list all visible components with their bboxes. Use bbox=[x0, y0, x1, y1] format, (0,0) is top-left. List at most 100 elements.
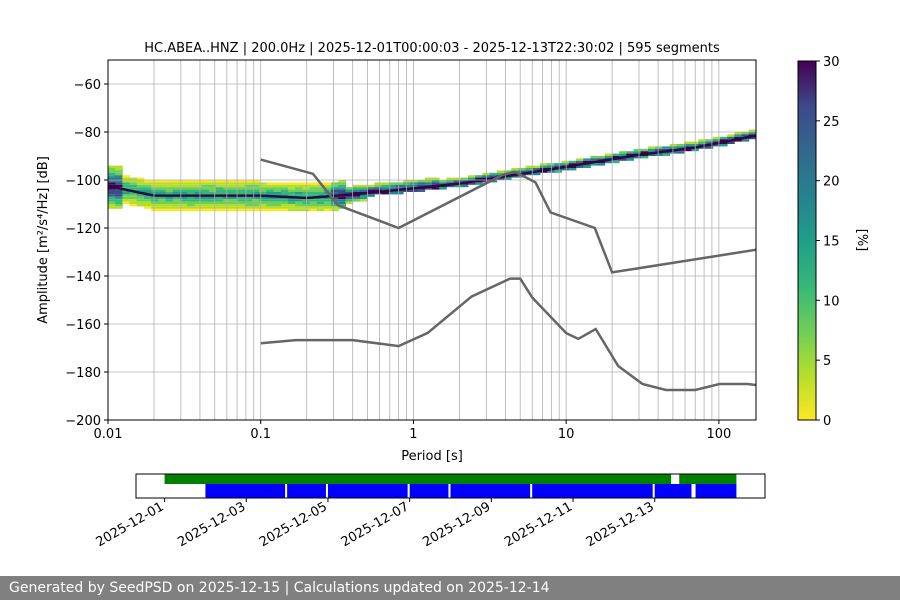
psd-cell bbox=[302, 187, 310, 190]
psd-cell bbox=[453, 177, 462, 180]
psd-cell bbox=[230, 208, 238, 212]
psd-cell bbox=[201, 189, 210, 192]
x-tick-label: 0.1 bbox=[250, 427, 271, 442]
psd-cell bbox=[216, 184, 224, 188]
psd-cell bbox=[108, 206, 116, 209]
x-tick-label: 100 bbox=[706, 427, 731, 442]
psd-cell bbox=[345, 192, 354, 195]
psd-cell bbox=[676, 151, 685, 154]
psd-cell bbox=[252, 189, 260, 192]
psd-cell bbox=[316, 187, 325, 190]
psd-cell bbox=[165, 201, 174, 204]
psd-cell bbox=[619, 158, 627, 161]
psd-cell bbox=[194, 192, 202, 195]
psd-cell bbox=[216, 199, 224, 202]
psd-cell bbox=[158, 206, 166, 209]
psd-cell bbox=[295, 206, 303, 209]
psd-cell bbox=[295, 199, 303, 202]
psd-cell bbox=[309, 204, 318, 207]
psd-cell bbox=[244, 208, 253, 212]
psd-cell bbox=[144, 184, 152, 188]
psd-cell bbox=[511, 175, 519, 178]
psd-cell bbox=[352, 194, 361, 197]
psd-cell bbox=[180, 187, 188, 190]
psd-cell bbox=[352, 187, 361, 190]
availability-frame bbox=[135, 473, 766, 499]
psd-cell bbox=[115, 165, 123, 168]
psd-cell bbox=[698, 141, 706, 144]
psd-cell bbox=[345, 187, 354, 190]
psd-cell bbox=[338, 196, 346, 200]
psd-cell bbox=[475, 182, 483, 185]
psd-cell bbox=[280, 204, 289, 207]
x-tick-label: 0.01 bbox=[94, 427, 123, 442]
psd-cell bbox=[324, 208, 332, 212]
psd-cell bbox=[259, 192, 267, 195]
psd-cell bbox=[252, 196, 260, 200]
psd-cell bbox=[144, 182, 152, 185]
psd-cell bbox=[331, 206, 339, 209]
psd-cell bbox=[237, 201, 246, 204]
psd-cell bbox=[158, 184, 166, 188]
psd-cell bbox=[194, 196, 202, 200]
psd-cell bbox=[244, 192, 253, 195]
x-axis-label: Period [s] bbox=[401, 449, 463, 464]
psd-cell bbox=[302, 201, 310, 204]
psd-cell bbox=[590, 156, 598, 159]
psd-cell bbox=[273, 196, 282, 200]
psd-cell bbox=[201, 206, 210, 209]
psd-cell bbox=[496, 172, 505, 176]
psd-cell bbox=[158, 182, 166, 185]
psd-cell bbox=[295, 184, 303, 188]
psd-cell bbox=[208, 204, 217, 207]
psd-cell bbox=[172, 199, 181, 202]
psd-cell bbox=[453, 184, 462, 188]
psd-cell bbox=[468, 177, 476, 180]
psd-cell bbox=[136, 201, 145, 204]
psd-cell bbox=[158, 204, 166, 207]
psd-cell bbox=[136, 177, 145, 180]
psd-cell bbox=[734, 134, 742, 137]
psd-cell bbox=[324, 206, 332, 209]
psd-cell bbox=[108, 172, 116, 176]
psd-cell bbox=[604, 160, 613, 164]
psd-cell bbox=[324, 196, 332, 200]
psd-cell bbox=[410, 180, 418, 183]
psd-cell bbox=[633, 148, 642, 152]
psd-cell bbox=[288, 194, 296, 197]
psd-cell bbox=[676, 144, 685, 147]
date-tick-label: 2025-12-13 bbox=[584, 499, 657, 550]
psd-cell bbox=[316, 184, 325, 188]
psd-cell bbox=[259, 201, 267, 204]
psd-cell bbox=[295, 192, 303, 195]
psd-cell bbox=[568, 163, 577, 166]
psd-cell bbox=[158, 199, 166, 202]
psd-cell bbox=[597, 156, 606, 159]
psd-cell bbox=[216, 189, 224, 192]
psd-cell bbox=[122, 182, 130, 185]
psd-cell bbox=[662, 153, 670, 156]
chart-title: HC.ABEA..HNZ | 200.0Hz | 2025-12-01T00:0… bbox=[144, 41, 720, 56]
psd-cell bbox=[136, 187, 145, 190]
psd-cell bbox=[302, 206, 310, 209]
psd-cell bbox=[144, 204, 152, 207]
grid-lines bbox=[107, 60, 756, 421]
psd-cell bbox=[475, 175, 483, 178]
psd-cell bbox=[396, 184, 404, 188]
psd-cell bbox=[244, 184, 253, 188]
psd-cell bbox=[129, 180, 138, 183]
date-tick-label: 2025-12-11 bbox=[502, 499, 575, 550]
psd-cell bbox=[108, 180, 116, 183]
psd-cell bbox=[280, 187, 289, 190]
psd-cell bbox=[180, 180, 188, 183]
psd-cell bbox=[424, 180, 433, 183]
psd-cell bbox=[734, 139, 742, 142]
psd-cell bbox=[259, 196, 267, 200]
psd-cell bbox=[165, 192, 174, 195]
psd-cell bbox=[734, 132, 742, 135]
psd-cell bbox=[194, 208, 202, 212]
psd-cell bbox=[525, 168, 534, 171]
psd-cell bbox=[561, 160, 570, 164]
psd-cell bbox=[187, 204, 195, 207]
psd-cell bbox=[122, 175, 130, 178]
